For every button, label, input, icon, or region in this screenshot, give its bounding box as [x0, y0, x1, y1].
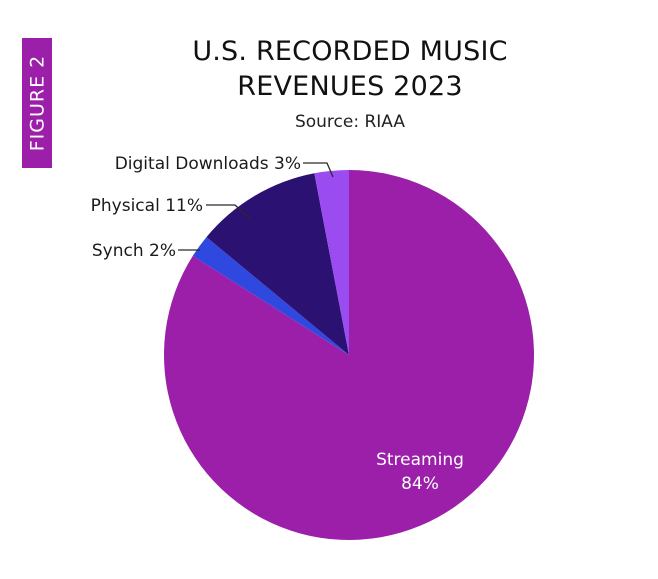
pie-slice-synch — [192, 237, 349, 355]
slice-label-physical: Physical 11% — [91, 196, 203, 216]
chart-title-line-1: U.S. RECORDED MUSIC — [192, 36, 508, 67]
pie-slice-physical — [206, 173, 349, 355]
chart-header: U.S. RECORDED MUSIC REVENUES 2023 Source… — [130, 34, 570, 132]
slice-label-digital-downloads: Digital Downloads 3% — [115, 154, 301, 174]
slice-label-streaming-value: 84% — [401, 474, 439, 494]
slice-label-streaming-name: Streaming — [376, 450, 464, 470]
pie-slice-digital-downloads — [314, 170, 349, 355]
leader-line-digital-downloads — [303, 162, 334, 178]
chart-subtitle: Source: RIAA — [294, 112, 406, 132]
chart-title-line-2: REVENUES 2023 — [237, 71, 463, 102]
leader-line-physical — [206, 204, 251, 220]
figure-tag: FIGURE 2 — [22, 38, 52, 168]
pie-slice-streaming — [163, 170, 534, 540]
slice-label-synch: Synch 2% — [92, 241, 176, 261]
